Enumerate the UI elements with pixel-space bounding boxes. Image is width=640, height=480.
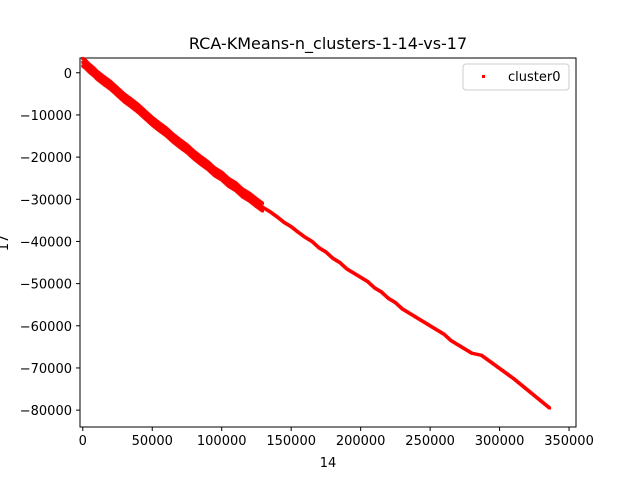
legend: cluster0 bbox=[462, 63, 570, 91]
y-axis-label: 17 bbox=[0, 235, 12, 252]
x-axis-label: 14 bbox=[320, 456, 337, 471]
y-tick-label: −80000 bbox=[20, 404, 72, 419]
x-tick-label: 300000 bbox=[475, 434, 525, 449]
chart-title: RCA-KMeans-n_clusters-1-14-vs-17 bbox=[189, 34, 467, 54]
x-tick-label: 50000 bbox=[132, 434, 173, 449]
scatter-point bbox=[548, 406, 552, 410]
legend-frame bbox=[462, 63, 570, 91]
y-tick-label: −70000 bbox=[20, 362, 72, 377]
x-tick-label: 0 bbox=[79, 434, 87, 449]
plot-frame bbox=[79, 57, 577, 428]
x-tick-label: 250000 bbox=[405, 434, 455, 449]
y-tick-label: −20000 bbox=[20, 151, 72, 166]
points-layer bbox=[81, 56, 552, 410]
x-tick-label: 200000 bbox=[336, 434, 386, 449]
scatter-point bbox=[261, 201, 265, 205]
x-tick-label: 150000 bbox=[266, 434, 316, 449]
legend-label-cluster0: cluster0 bbox=[508, 70, 560, 85]
y-tick-label: −40000 bbox=[20, 235, 72, 250]
y-tick-label: −10000 bbox=[20, 109, 72, 124]
y-tick-label: −30000 bbox=[20, 193, 72, 208]
x-axis-ticks: 0 50000 100000 150000 200000 250000 300000 3500… bbox=[79, 427, 594, 449]
legend-marker bbox=[482, 75, 485, 78]
y-axis-ticks: 0 −10000 −20000 −30000 −40000 −50000 −60000 −70… bbox=[20, 67, 80, 419]
y-tick-label: 0 bbox=[64, 67, 72, 82]
y-tick-label: −50000 bbox=[20, 278, 72, 293]
scatter-point bbox=[261, 209, 265, 213]
y-tick-label: −60000 bbox=[20, 320, 72, 335]
plot-area: 0 50000 100000 150000 200000 250000 300000 3500… bbox=[20, 56, 594, 449]
x-tick-label: 350000 bbox=[544, 434, 594, 449]
x-tick-label: 100000 bbox=[197, 434, 247, 449]
